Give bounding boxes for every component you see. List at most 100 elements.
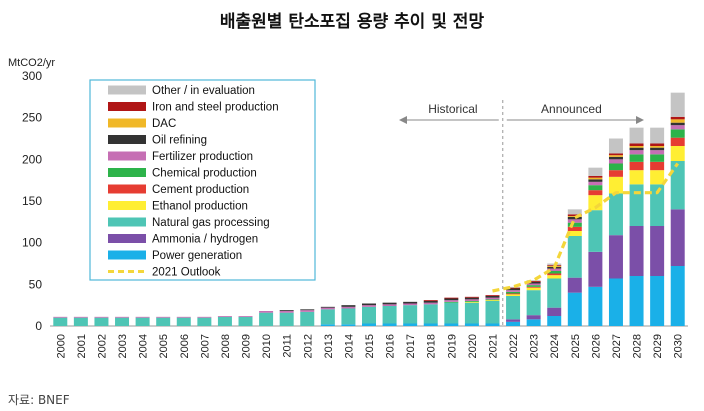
bar-segment [670,92,685,117]
bar-segment [526,280,541,281]
bar-segment [156,317,171,326]
bar-segment [506,321,521,326]
bar-segment [608,176,623,194]
legend-item: Other / in evaluation [108,85,255,97]
legend-item: Ammonia / hydrogen [108,234,258,246]
bar-segment [588,190,603,196]
bar-stack-2012 [300,309,315,326]
y-axis-unit: MtCO2/yr [8,57,55,69]
bar-segment [608,193,623,236]
bar-segment [650,127,665,144]
bar-segment [567,231,582,236]
bar-segment [362,305,376,307]
bar-segment [444,297,459,299]
bar-segment [176,316,191,318]
bar-segment [650,226,665,276]
y-axis-ticks: 0 50 100 150 200 250 300 [22,69,42,333]
bar-segment [300,309,315,311]
bar-segment [650,184,665,226]
bar-stack-2023 [526,280,541,326]
bar-stack-2019 [444,297,459,326]
bar-segment [300,311,315,326]
bar-stack-2030 [670,92,685,326]
bar-segment [650,170,665,185]
bar-segment [608,155,623,157]
bar-segment [526,319,541,326]
bar-segment [485,300,500,301]
x-tick-label: 2000 [55,334,67,358]
outlook-line [492,162,680,293]
x-tick-label: 2016 [385,334,397,358]
bar-segment [567,222,582,227]
bar-segment [506,286,521,288]
bar-segment [567,236,582,278]
bar-segment [341,308,356,325]
announced-arrowhead [636,116,644,124]
bar-segment [547,273,562,276]
bar-segment [444,300,459,302]
bar-segment [588,181,603,186]
x-tick-label: 2010 [261,334,273,358]
bar-segment [629,154,644,162]
bar-segment [156,316,171,318]
y-tick-label: 200 [22,152,42,166]
bar-segment [670,161,685,210]
bar-segment [526,315,541,320]
x-tick-label: 2006 [179,334,191,358]
bar-segment [217,316,232,326]
bar-segment [341,324,356,326]
x-tick-label: 2019 [446,334,458,358]
bar-segment [547,307,562,316]
x-tick-label: 2018 [426,334,438,358]
bar-segment [403,303,418,306]
bar-segment [629,147,644,151]
x-tick-label: 2012 [302,334,314,358]
bar-segment [238,316,253,317]
bar-stack-2029 [650,127,665,326]
bar-stack-2011 [279,310,294,326]
bar-segment [197,316,212,318]
bar-segment [73,316,88,318]
bar-segment [670,209,685,266]
bar-segment [629,170,644,185]
legend-swatch [108,168,146,177]
bar-segment [403,323,418,326]
bar-segment [670,122,685,126]
bar-segment [588,185,603,191]
bar-stack-2016 [382,302,397,326]
bar-segment [506,290,521,292]
legend-swatch [108,217,146,227]
legend-label: Power generation [152,250,242,262]
bar-stack-2003 [115,316,130,326]
bar-stack-2015 [362,303,376,326]
bar-segment [444,298,459,301]
bar-segment [279,312,294,326]
bar-segment [629,146,644,148]
bar-segment [300,310,315,312]
bar-segment [115,317,130,326]
bar-stack-2028 [629,127,644,326]
bar-stack-2025 [567,209,582,326]
bar-segment [629,226,644,276]
bar-segment [53,316,68,318]
bar-segment [567,216,582,220]
bar-segment [588,251,603,287]
bar-segment [279,311,294,313]
bar-segment [444,323,459,326]
bar-segment [197,317,212,326]
bar-segment [608,163,623,171]
bar-segment [588,167,603,176]
legend-swatch [108,135,146,144]
x-tick-label: 2022 [508,334,520,358]
bar-segment [608,170,623,177]
legend-label: Natural gas processing [152,217,270,229]
y-tick-label: 300 [22,69,42,83]
bar-segment [567,226,582,231]
bar-segment [94,316,109,318]
bar-segment [115,316,130,318]
legend-swatch [108,118,146,128]
bar-segment [382,302,397,305]
bar-segment [526,281,541,282]
bar-segment [464,299,479,301]
legend-label: DAC [152,118,176,130]
